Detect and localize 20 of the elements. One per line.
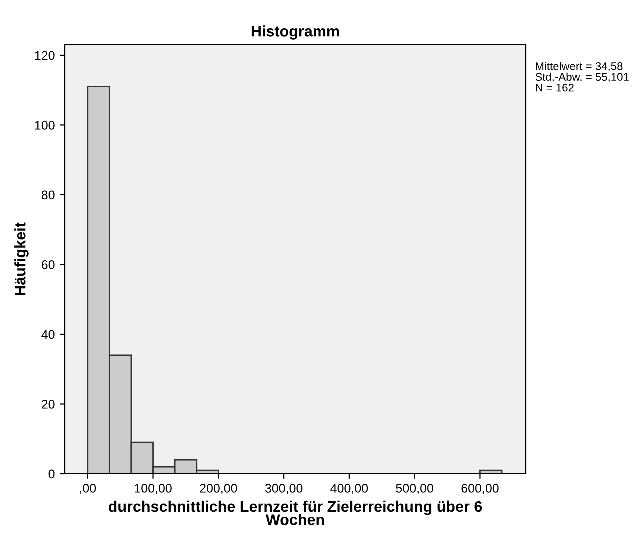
- text: Mittelwert = 34,58: [536, 62, 623, 72]
- y-tick-label: 60: [42, 260, 55, 270]
- x-tick-label: 500,00: [396, 484, 434, 494]
- y-tick-label: 100: [35, 121, 55, 130]
- y-tick-label: 40: [42, 330, 55, 340]
- x-tick-label: 400,00: [330, 484, 368, 494]
- x-tick-label: 100,00: [135, 484, 172, 494]
- y-tick-label: 120: [35, 51, 55, 60]
- text: Std.-Abw. = 55,101: [536, 72, 629, 82]
- chart-title: Histogramm: [252, 26, 340, 40]
- y-tick-label: 0: [48, 470, 55, 479]
- x-tick-label: 200,00: [200, 484, 238, 494]
- text: N = 162: [536, 84, 574, 92]
- x-tick-label: 300,00: [265, 484, 303, 494]
- x-axis-title: durchschnittliche Lernzeit für Zielerreichung über 6 Wochen: [108, 500, 482, 526]
- x-tick-label: ,00: [80, 484, 96, 494]
- y-tick-label: 80: [42, 190, 55, 200]
- x-tick-label: 600,00: [462, 484, 499, 494]
- y-tick-label: 20: [42, 400, 55, 409]
- y-axis-title: Häufigkeit: [14, 222, 29, 296]
